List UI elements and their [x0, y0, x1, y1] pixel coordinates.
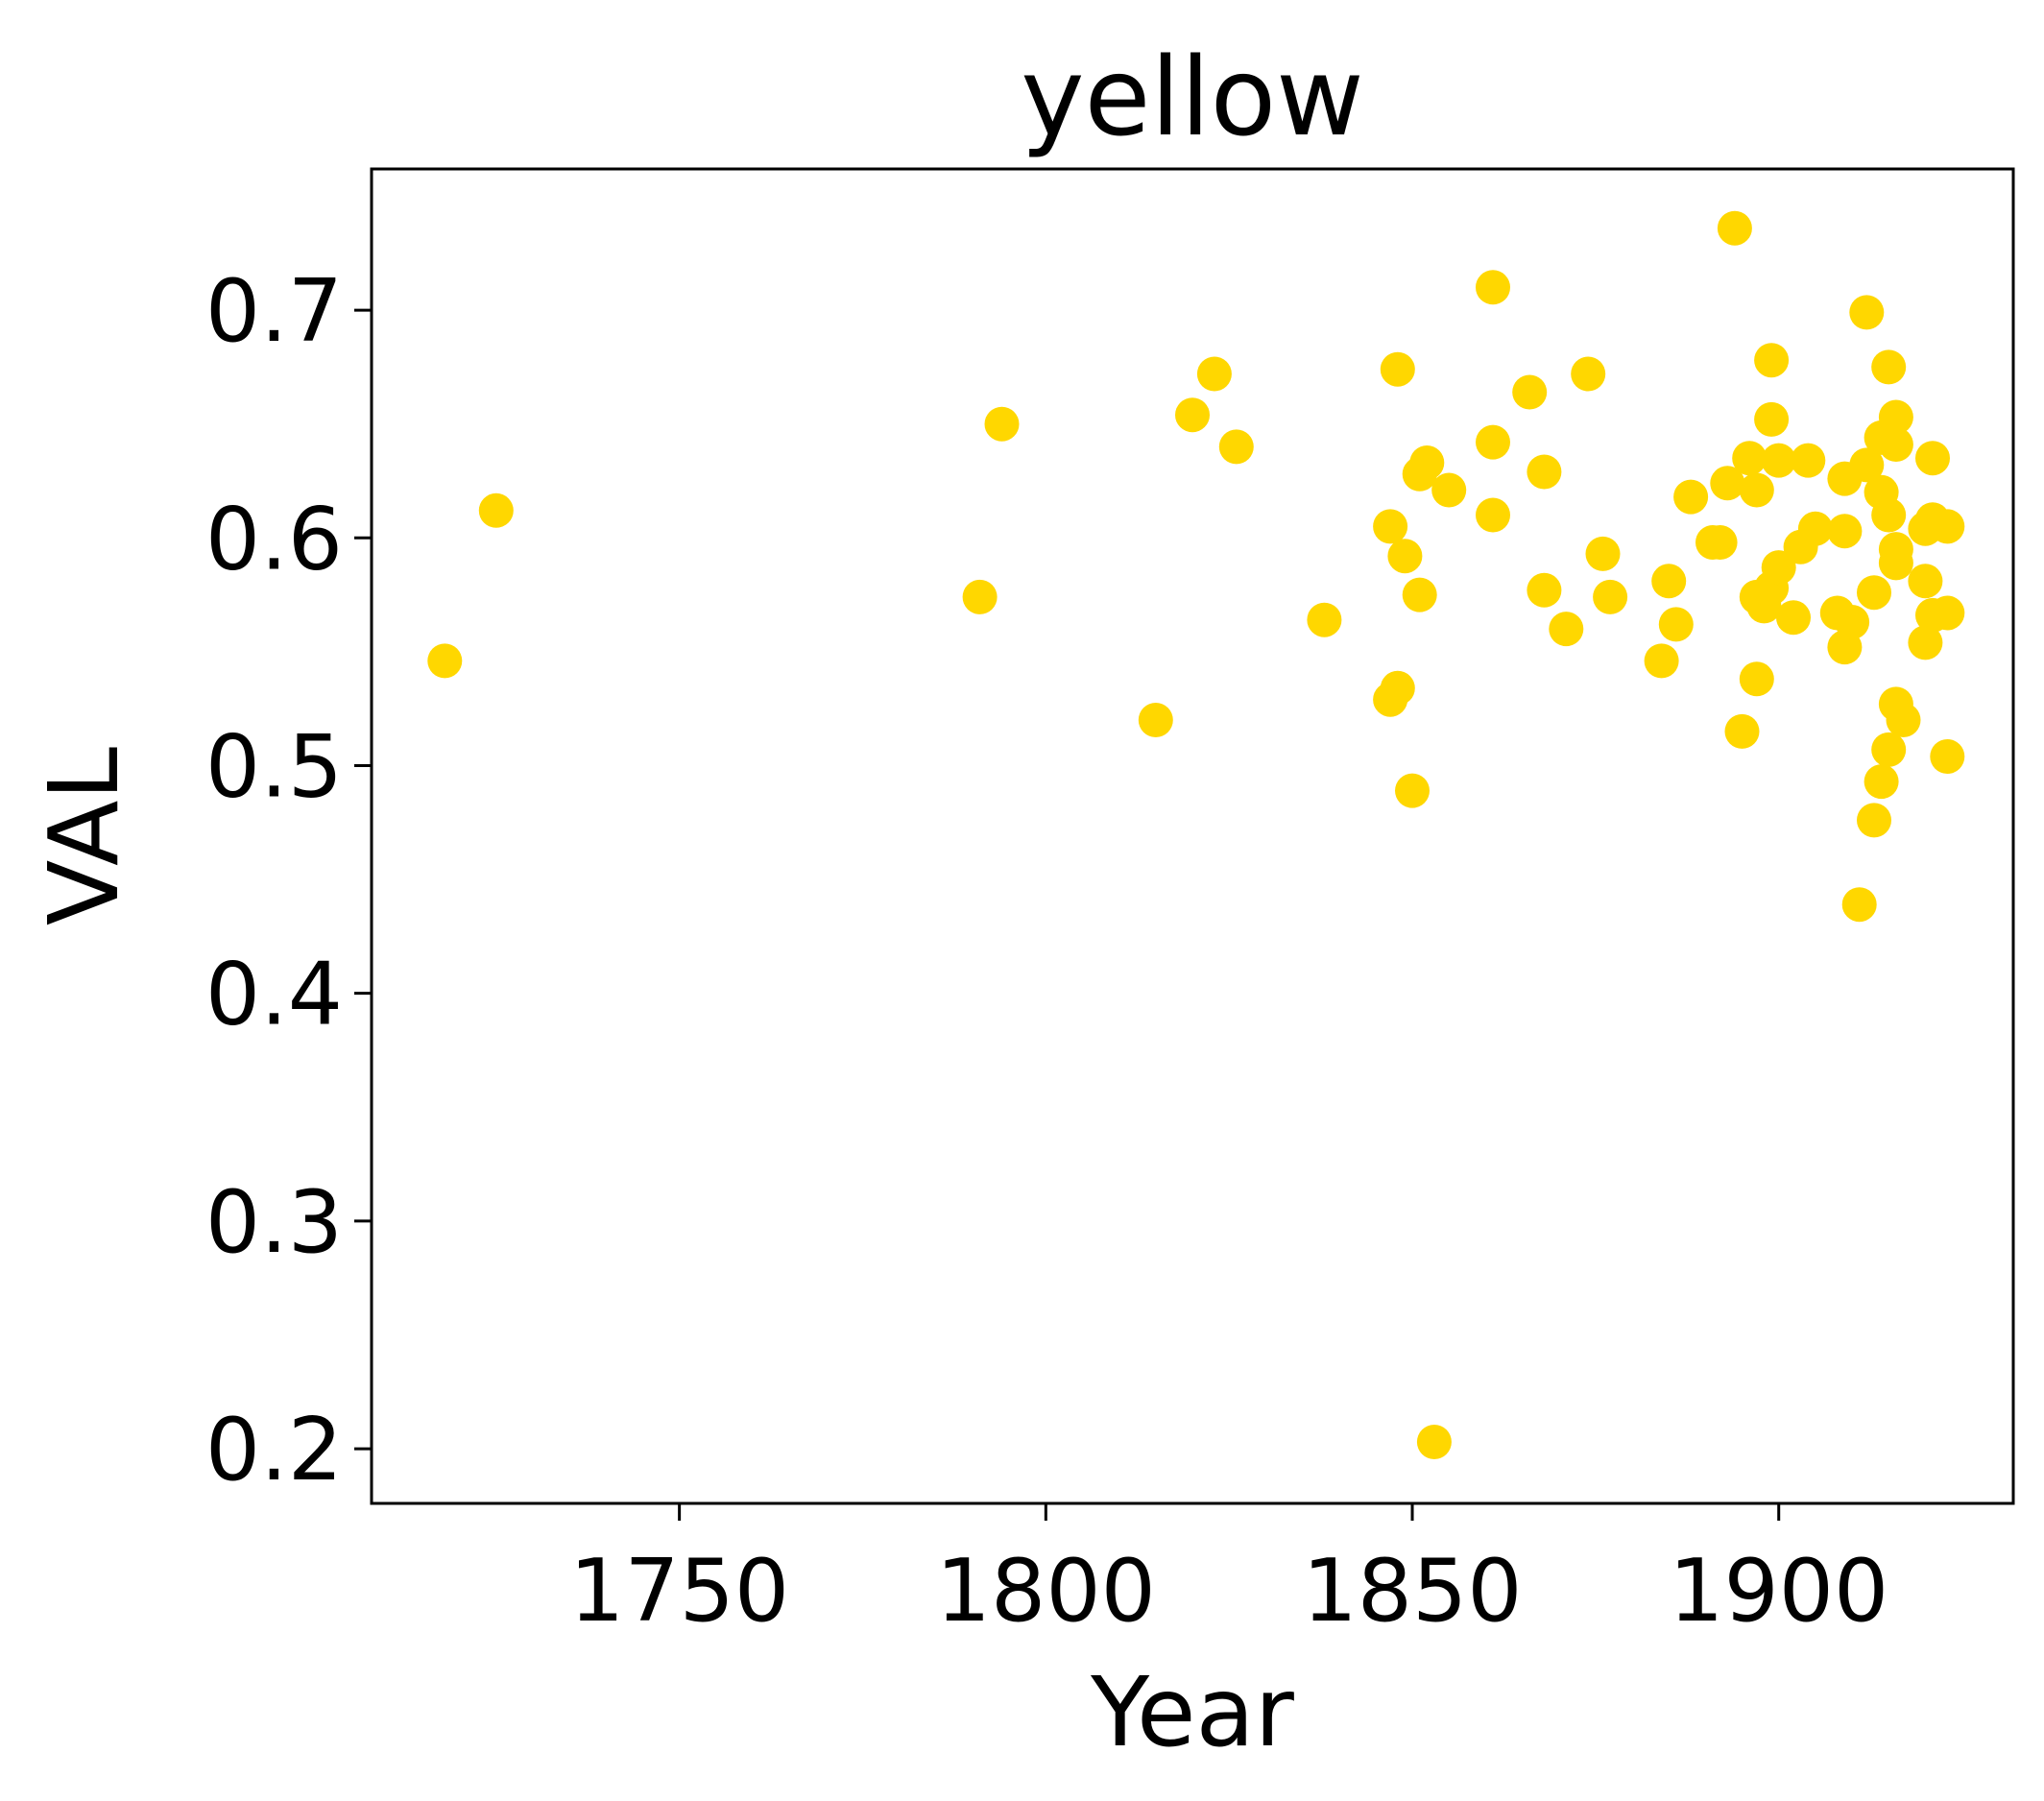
data-point: [1593, 579, 1628, 614]
data-point: [1835, 605, 1870, 639]
data-point: [1402, 577, 1437, 612]
data-point: [1754, 343, 1790, 378]
data-point: [1585, 536, 1621, 571]
data-point: [1549, 612, 1584, 647]
y-tick-label: 0.6: [205, 489, 343, 589]
data-point: [1886, 703, 1921, 737]
data-point: [1849, 447, 1885, 483]
data-point: [1512, 374, 1548, 410]
data-point: [1673, 479, 1709, 515]
data-point: [1930, 509, 1965, 544]
y-tick-label: 0.7: [205, 261, 343, 362]
data-point: [1644, 643, 1679, 679]
data-point: [1710, 466, 1745, 501]
x-tick-label: 1850: [1302, 1541, 1522, 1642]
data-point: [1857, 803, 1891, 838]
data-point: [1717, 210, 1752, 246]
data-point: [1849, 295, 1885, 330]
data-point: [1138, 703, 1173, 737]
data-point: [1739, 472, 1774, 508]
data-point: [1754, 401, 1790, 437]
x-axis: 1750 1800 1850 1900: [569, 1503, 1888, 1642]
data-point: [1380, 670, 1415, 706]
y-tick-label: 0.3: [205, 1172, 343, 1273]
data-point: [984, 406, 1020, 442]
data-point: [1658, 607, 1694, 642]
y-tick-label: 0.4: [205, 945, 343, 1045]
data-point: [1651, 564, 1687, 599]
data-point: [1797, 511, 1833, 546]
data-point: [478, 492, 514, 528]
data-point: [1702, 525, 1738, 560]
y-tick-label: 0.5: [205, 716, 343, 817]
data-point: [1930, 739, 1965, 774]
data-point: [1431, 472, 1467, 508]
data-point: [1761, 550, 1796, 586]
data-point: [1841, 887, 1877, 923]
data-point: [1857, 575, 1891, 611]
y-tick-label: 0.2: [205, 1400, 343, 1501]
data-point: [962, 579, 998, 614]
data-point: [1373, 509, 1408, 544]
data-point: [1476, 270, 1510, 305]
data-point: [1871, 497, 1907, 533]
data-point: [1791, 443, 1826, 478]
data-point: [1871, 349, 1907, 385]
data-point: [1527, 572, 1562, 608]
data-point: [1878, 545, 1913, 581]
data-point: [1476, 497, 1510, 533]
chart-title: yellow: [1021, 36, 1364, 160]
points-layer: [427, 210, 1965, 1459]
data-point: [1476, 424, 1510, 460]
data-point: [427, 643, 463, 679]
data-point: [1196, 356, 1232, 392]
data-point: [1218, 429, 1254, 465]
x-tick-label: 1900: [1669, 1541, 1888, 1642]
data-point: [1761, 443, 1796, 478]
data-point: [1908, 564, 1943, 599]
data-point: [1878, 399, 1913, 435]
x-tick-label: 1800: [936, 1541, 1156, 1642]
data-point: [1739, 661, 1774, 697]
x-tick-label: 1750: [569, 1541, 789, 1642]
plot-frame: [370, 167, 2015, 1505]
data-point: [1387, 539, 1423, 574]
data-point: [1307, 602, 1342, 637]
data-point: [1395, 773, 1430, 808]
data-point: [1930, 595, 1965, 631]
data-point: [1409, 445, 1445, 480]
data-point: [1908, 625, 1943, 660]
data-point: [1827, 514, 1863, 549]
data-point: [1915, 441, 1950, 476]
y-axis-title: VAL: [28, 747, 140, 925]
data-point: [1571, 356, 1606, 392]
data-point: [1416, 1425, 1452, 1459]
data-point: [1724, 713, 1760, 749]
data-point: [1776, 600, 1811, 636]
data-point: [1864, 764, 1899, 800]
data-point: [1527, 454, 1562, 490]
data-point: [1175, 397, 1210, 433]
x-axis-title: Year: [1090, 1656, 1295, 1768]
data-point: [1871, 732, 1907, 767]
data-point: [1732, 441, 1767, 476]
data-point: [1878, 427, 1913, 462]
y-axis: 0.2 0.3 0.4 0.5 0.6 0.7: [205, 261, 372, 1501]
data-point: [1380, 351, 1415, 387]
